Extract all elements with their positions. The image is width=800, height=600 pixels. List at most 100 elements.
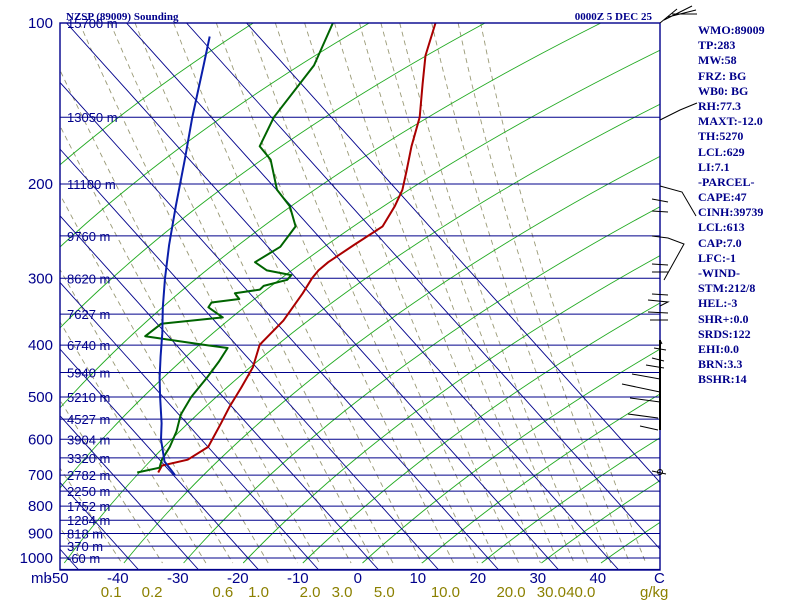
temperature-tick-label: 30 (529, 570, 546, 587)
mixing-ratio-line (78, 23, 352, 564)
index-line: -WIND- (698, 266, 740, 280)
height-label: 370 m (67, 539, 103, 554)
index-line: WB0: BG (698, 83, 749, 98)
mixing-ratio-line (248, 23, 479, 564)
temperature-trace (157, 23, 437, 473)
height-label: 818 m (67, 527, 103, 542)
index-line: SRDS:122 (698, 326, 751, 341)
isotherms (60, 23, 660, 570)
index-line: BRN:3.3 (698, 357, 743, 372)
wind-barb (659, 5, 697, 24)
height-label: 3320 m (67, 451, 110, 466)
index-line: LCL:629 (698, 144, 745, 159)
mixing-ratio-tick-label: 40.0 (566, 584, 595, 600)
dry-adiabat (183, 206, 660, 564)
mixing-ratio-line (60, 124, 299, 564)
pressure-tick-label: 700 (28, 467, 53, 484)
isotherm (186, 23, 660, 550)
isotherm (60, 281, 320, 570)
valid-time: 0000Z 5 DEC 25 (575, 11, 653, 23)
dry-adiabat (242, 255, 660, 564)
isotherm (60, 81, 500, 570)
mixing-ratio-line (173, 23, 423, 564)
dewpoint-trace (136, 23, 334, 474)
isotherm (60, 148, 440, 570)
height-label: 7627 m (67, 307, 110, 322)
pressure-tick-label: 200 (28, 176, 53, 193)
mixing-ratio-line (399, 23, 589, 564)
wind-barb-calm (657, 469, 663, 475)
wind-barb (659, 102, 698, 121)
index-line: EHI:0.0 (698, 341, 740, 356)
wind-barb (627, 413, 659, 431)
mixing-ratio-tick-label: 20.0 (496, 584, 525, 600)
index-line: MW:58 (698, 53, 737, 68)
isotherm (126, 23, 620, 570)
index-line: RH:77.3 (698, 98, 741, 113)
height-label: 3904 m (67, 432, 110, 447)
wind-barb (651, 235, 685, 281)
pressure-tick-labels: 100 200 300 400 500 600 700 800 900 1000 (20, 15, 53, 567)
dry-adiabat (63, 103, 660, 564)
mixing-ratio-line (480, 23, 647, 564)
height-label: 1284 m (67, 513, 110, 528)
mixing-ratio-tick-label: 2.0 (300, 584, 321, 600)
mixing-ratio-line (215, 23, 455, 564)
dry-adiabat (60, 23, 486, 329)
index-line: LI:7.1 (698, 159, 730, 174)
wind-barb (659, 185, 697, 217)
temperature-tick-label: 10 (409, 570, 426, 587)
height-label: 11180 m (67, 177, 116, 192)
index-line: FRZ: BG (698, 68, 747, 83)
index-line: TH:5270 (698, 129, 744, 144)
wind-barb (647, 311, 669, 321)
pressure-tick-label: 300 (28, 270, 53, 287)
temperature-tick-label: -40 (107, 570, 129, 587)
wind-barb (651, 198, 669, 203)
height-label: 6740 m (67, 338, 110, 353)
index-line: MAXT:-12.0 (698, 114, 763, 129)
mixing-ratio-line (60, 399, 163, 564)
background-grid (60, 23, 660, 570)
pressure-tick-label: 1000 (20, 550, 53, 567)
dry-adiabat (60, 23, 370, 248)
mixing-ratio-line (431, 23, 612, 564)
pressure-tick-label: 400 (28, 337, 53, 354)
index-line: HEL:-3 (698, 296, 738, 311)
dry-adiabat (421, 393, 660, 564)
pressure-tick-label: 800 (28, 498, 53, 515)
height-label: 9760 m (67, 229, 110, 244)
mixing-ratio-line (380, 23, 575, 564)
wind-barb (621, 383, 661, 403)
temperature-unit-label: C (654, 570, 665, 587)
pressure-tick-label: 900 (28, 526, 53, 543)
wind-barb (651, 263, 669, 273)
isotherm (60, 415, 200, 570)
wind-barb (647, 293, 670, 307)
wind-barb (651, 210, 669, 213)
height-label: 2782 m (67, 468, 110, 483)
mixing-ratio-line (60, 268, 234, 564)
height-label: 8620 m (67, 271, 110, 286)
index-line: CAPE:47 (698, 190, 747, 205)
mixing-ratio-tick-label: 3.0 (332, 584, 353, 600)
wind-barbs (621, 5, 698, 475)
mixing-ratio-line (134, 23, 394, 564)
dry-adiabat (302, 302, 660, 564)
chart-title: NZSP (89009) Sounding (66, 11, 179, 23)
index-line: WMO:89009 (698, 23, 765, 37)
mixing-ratio-line (359, 23, 560, 564)
index-line: CINH:39739 (698, 205, 764, 220)
pressure-unit-label: mb (31, 570, 52, 587)
mixing-ratio-unit-label: g/kg (640, 584, 668, 600)
mixing-ratio-tick-label: 5.0 (374, 584, 395, 600)
isotherm (60, 215, 380, 570)
height-labels: 15700 m 13050 m 11180 m 9760 m 8620 m 7627 m 6… (67, 16, 118, 566)
plot-frame (59, 22, 661, 571)
mixing-ratio-line (304, 23, 520, 564)
temperature-tick-label: -50 (47, 570, 69, 587)
mixing-ratio-tick-labels: 0.1 0.2 0.6 1.0 2.0 3.0 5.0 10.0 20.0 30.0 40.0 (101, 584, 596, 600)
pressure-tick-label: 100 (28, 15, 53, 32)
dry-adiabat (481, 437, 660, 564)
